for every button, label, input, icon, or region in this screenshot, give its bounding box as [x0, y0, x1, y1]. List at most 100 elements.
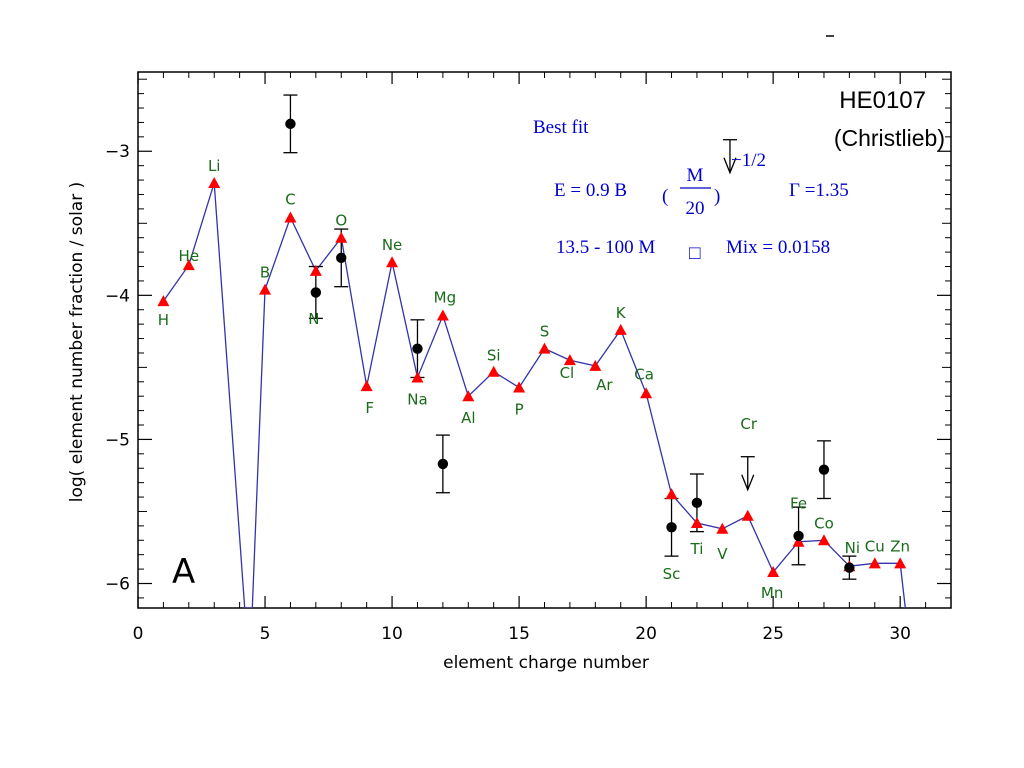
element-label-ti: Ti [690, 540, 704, 558]
element-label-cl: Cl [560, 364, 575, 382]
fraction-numerator: M [687, 165, 704, 186]
corner-subtitle: (Christlieb) [834, 125, 945, 151]
model-point [614, 323, 627, 335]
element-label-c: C [285, 191, 295, 209]
data-marks [157, 94, 907, 580]
x-tick-label: 20 [635, 624, 657, 644]
model-point [436, 309, 449, 321]
element-label-ni: Ni [845, 539, 860, 557]
x-tick-label: 30 [889, 624, 911, 644]
exponent: −1/2 [731, 150, 766, 171]
element-label-si: Si [487, 347, 501, 365]
element-label-li: Li [208, 157, 221, 175]
model-point [665, 488, 678, 500]
model-point [411, 371, 424, 383]
element-label-fe: Fe [790, 495, 807, 513]
element-label-co: Co [814, 514, 834, 532]
corner-title: HE0107 [839, 87, 926, 114]
y-tick-label: −4 [105, 286, 130, 306]
x-tick-label: 0 [133, 624, 144, 644]
element-label-al: Al [461, 409, 475, 427]
element-label-cr: Cr [740, 415, 757, 433]
element-label-ar: Ar [596, 376, 613, 394]
x-tick-label: 25 [762, 624, 784, 644]
mass-subscript: □ [689, 243, 701, 264]
observed-point [691, 497, 703, 509]
model-point [284, 211, 297, 223]
element-label-f: F [365, 399, 374, 417]
element-label-b: B [260, 264, 270, 282]
model-point [208, 176, 221, 188]
element-label-mn: Mn [761, 584, 783, 602]
element-label-k: K [616, 304, 627, 322]
element-label-mg: Mg [434, 289, 456, 307]
model-point [690, 516, 703, 528]
element-label-v: V [717, 545, 728, 563]
observed-point [336, 252, 347, 264]
model-line-layer [162, 182, 906, 608]
model-point [868, 557, 881, 569]
model-point [716, 522, 729, 534]
element-label-na: Na [407, 390, 427, 408]
paren-right: ) [714, 186, 720, 207]
element-label-h: H [158, 311, 169, 329]
element-label-zn: Zn [890, 537, 910, 555]
element-label-o: O [335, 212, 347, 230]
x-axis-title: element charge number [443, 653, 649, 673]
observed-point [793, 530, 804, 542]
model-point [157, 295, 170, 307]
y-tick-label: −6 [105, 575, 130, 595]
element-label-p: P [515, 401, 524, 419]
model-point [462, 390, 475, 402]
model-point [487, 365, 500, 377]
model-point [538, 342, 551, 354]
panel-letter: A [172, 552, 195, 592]
model-point [817, 534, 830, 546]
model-point [741, 509, 754, 521]
model-point [894, 557, 907, 569]
mix-value: Mix = 0.0158 [726, 237, 830, 258]
paren-left: ( [662, 186, 668, 207]
element-label-sc: Sc [663, 565, 681, 583]
element-label-ca: Ca [634, 365, 654, 383]
y-tick-label: −3 [105, 142, 130, 162]
fraction-denominator: 20 [686, 198, 705, 219]
model-point [386, 256, 399, 268]
fit-annotation: Best fit E = 0.9 B ( M 20 ) −1/2 Γ =1.35… [533, 117, 849, 264]
model-point [513, 381, 526, 393]
element-label-n: N [308, 310, 319, 328]
mass-range: 13.5 - 100 M [556, 237, 655, 258]
model-point [360, 380, 373, 392]
model-point [335, 231, 348, 243]
observed-point [437, 458, 449, 470]
axes: 0 5 10 15 20 25 30 −3 −4 −5 −6 [105, 72, 951, 644]
energy-formula: E = 0.9 B [554, 180, 627, 201]
x-tick-label: 10 [381, 624, 403, 644]
upper-limit-arrowhead [723, 157, 737, 175]
model-line [162, 182, 906, 608]
element-label-s: S [540, 323, 550, 341]
element-label-he: He [179, 247, 200, 265]
model-point [259, 283, 272, 295]
element-label-cu: Cu [865, 537, 885, 555]
y-tick-label: −5 [105, 430, 130, 450]
upper-limit-arrowhead [741, 474, 755, 492]
model-point [309, 264, 322, 276]
observed-point [310, 287, 322, 298]
x-tick-label: 5 [260, 624, 271, 644]
model-point [589, 359, 602, 371]
observed-point [412, 343, 423, 354]
model-point [563, 354, 576, 366]
model-point [640, 387, 653, 399]
model-point [792, 535, 805, 547]
element-label-ne: Ne [382, 236, 402, 254]
observed-point [844, 562, 855, 573]
gamma-value: Γ =1.35 [789, 180, 849, 201]
model-point [182, 259, 195, 271]
observed-point [666, 522, 677, 533]
x-tick-label: 15 [508, 624, 530, 644]
observed-point [818, 464, 830, 475]
best-fit-text: Best fit [533, 117, 589, 138]
observed-point [285, 118, 296, 130]
